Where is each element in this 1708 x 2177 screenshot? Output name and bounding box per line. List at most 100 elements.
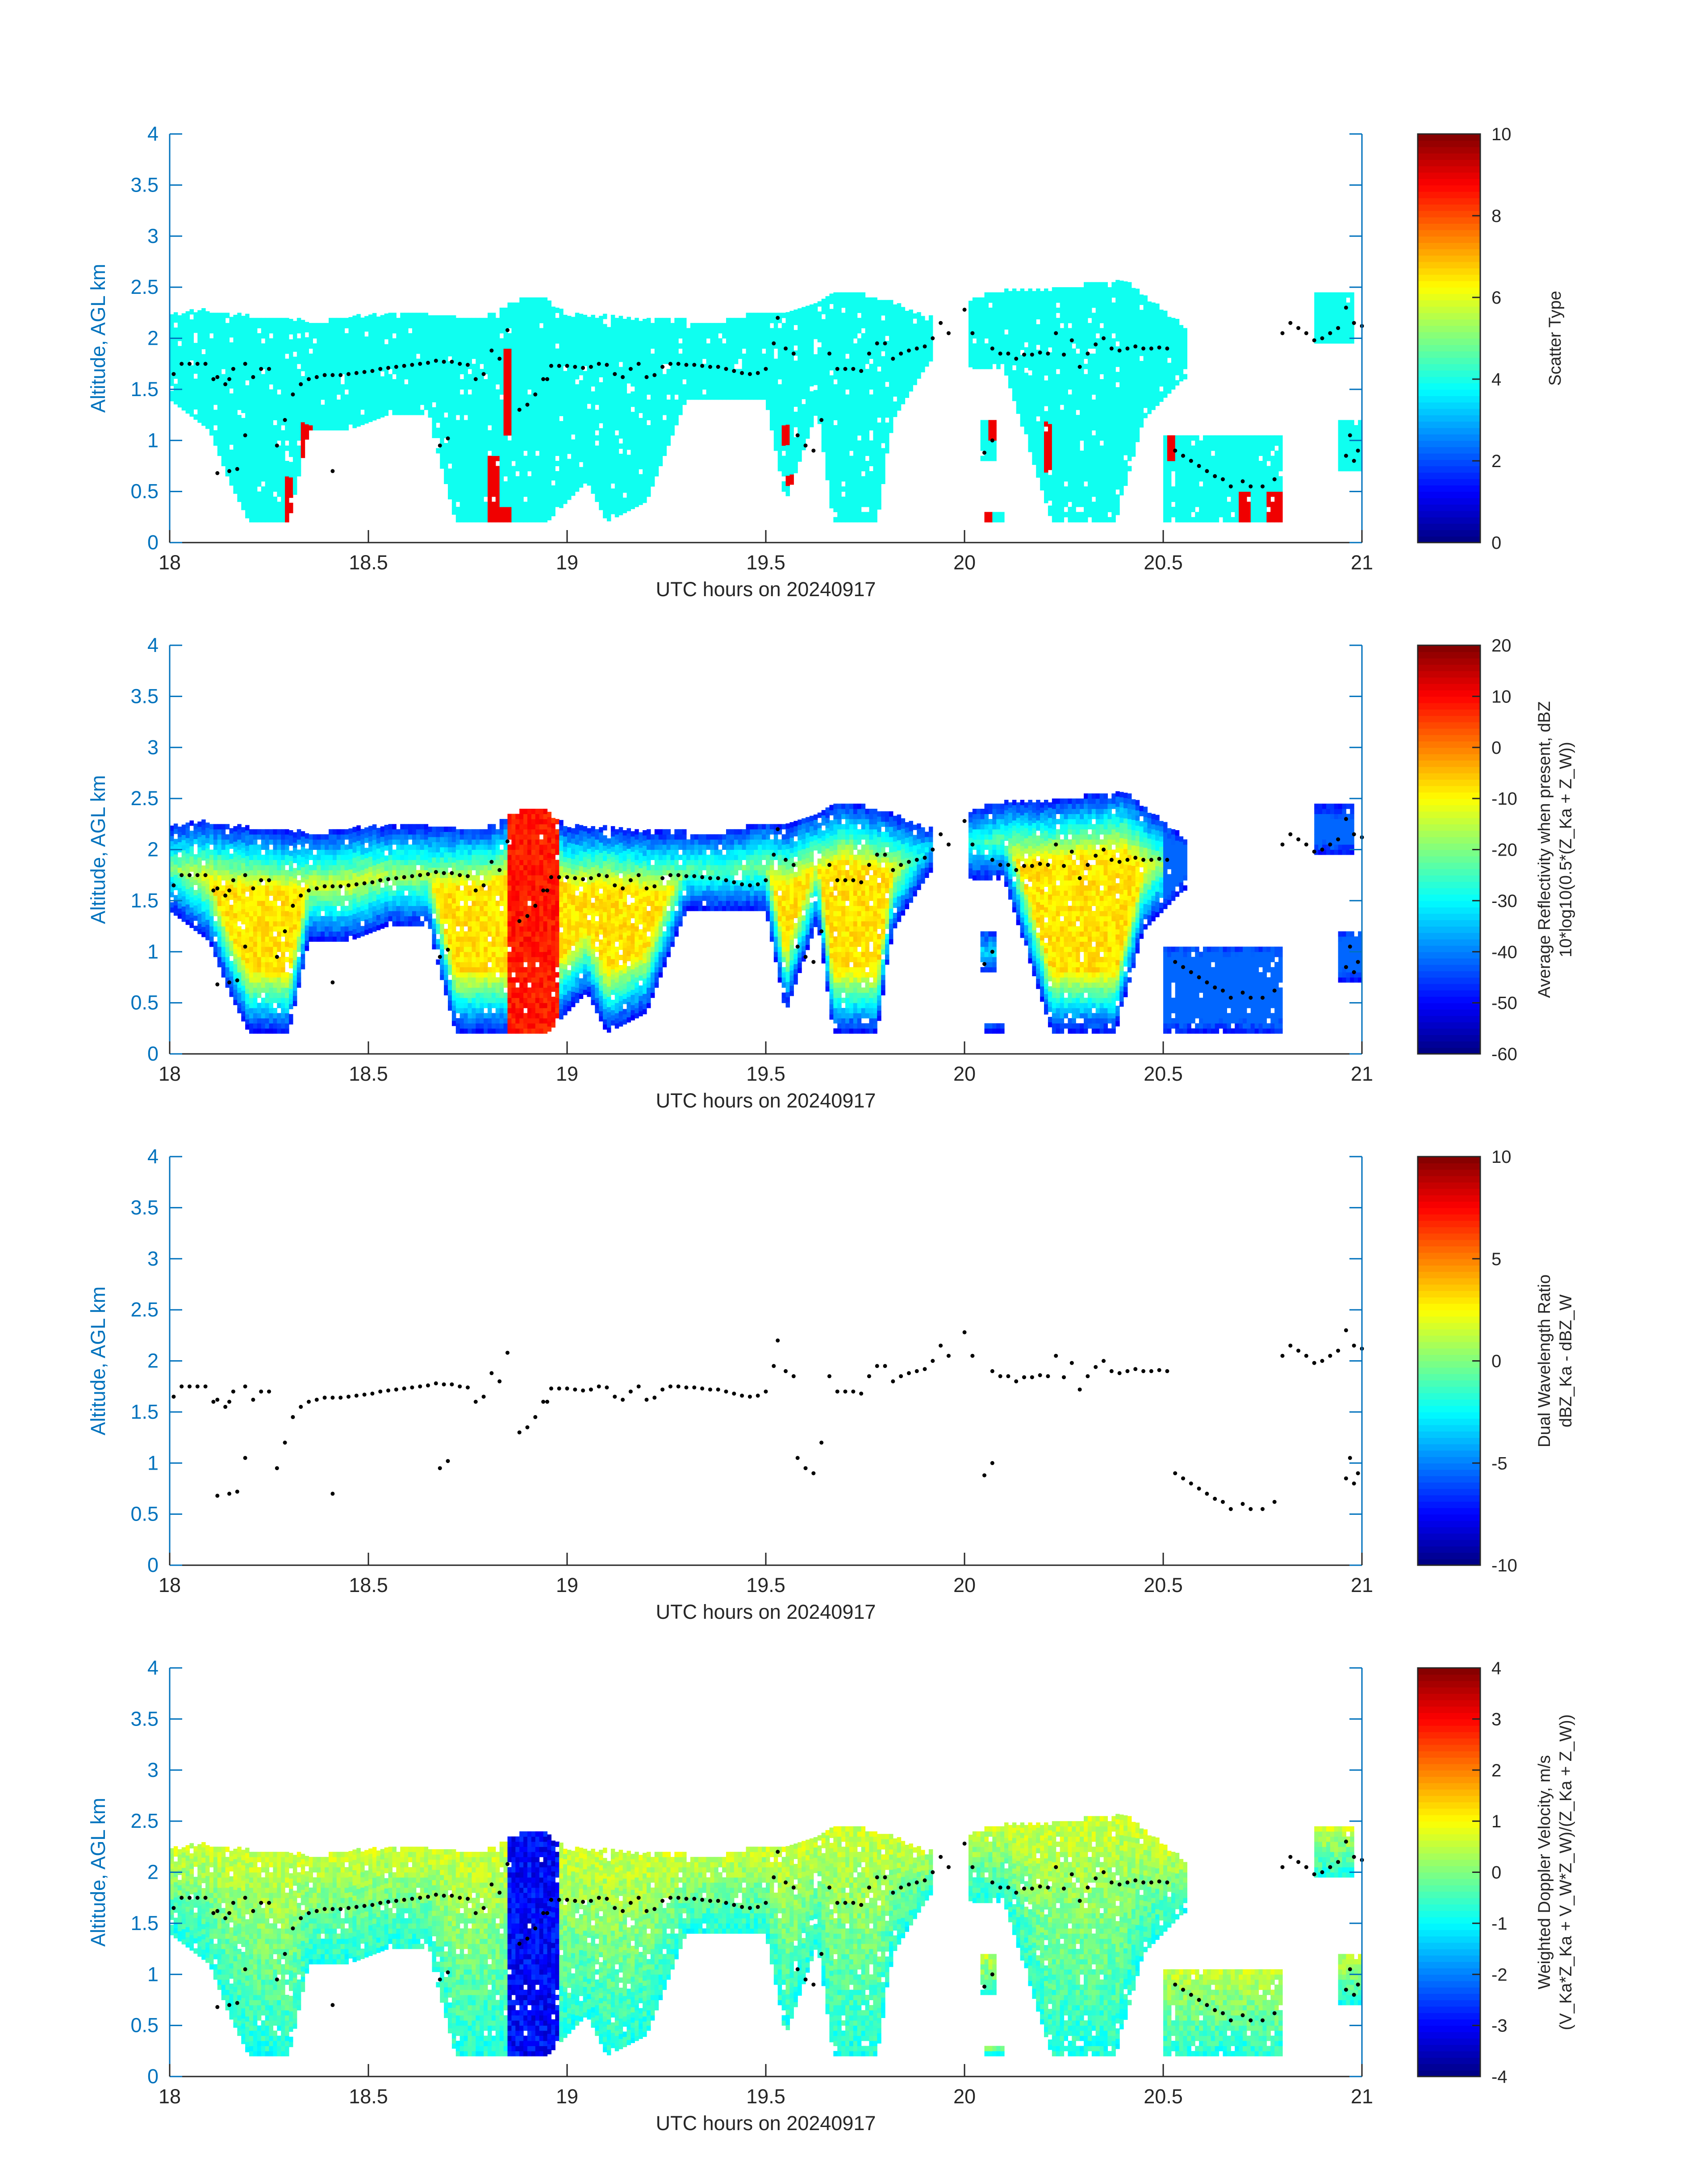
- field-cell: [209, 313, 214, 318]
- field-cell: [622, 355, 627, 360]
- field-cell: [622, 329, 627, 334]
- field-cell: [420, 313, 425, 318]
- field-cell: [694, 359, 699, 364]
- field-cell: [245, 375, 250, 380]
- field-cell: [455, 359, 460, 364]
- field-cell: [599, 454, 603, 459]
- field-cell: [631, 437, 635, 443]
- field-cell: [543, 425, 548, 430]
- field-cell: [662, 420, 667, 426]
- field-cell: [626, 342, 631, 348]
- field-cell: [249, 409, 254, 415]
- field-cell: [217, 394, 222, 400]
- field-cell: [674, 318, 679, 323]
- field-cell: [440, 438, 444, 443]
- field-cell: [825, 342, 830, 348]
- field-cell: [495, 491, 500, 497]
- field-cell: [384, 405, 389, 411]
- field-cell: [742, 333, 747, 339]
- field-cell: [670, 328, 675, 334]
- field-cell: [845, 486, 850, 492]
- field-cell: [205, 398, 210, 404]
- field-cell: [746, 318, 750, 323]
- field-cell: [857, 491, 862, 497]
- field-cell: [817, 337, 822, 343]
- field-cell: [285, 415, 289, 421]
- field-cell: [690, 348, 695, 354]
- field-cell: [706, 379, 710, 384]
- field-cell: [535, 384, 540, 390]
- field-cell: [571, 424, 576, 430]
- field-cell: [400, 379, 405, 384]
- field-cell: [432, 315, 436, 321]
- field-cell: [781, 405, 786, 410]
- field-cell: [821, 370, 826, 376]
- field-cell: [495, 440, 500, 446]
- field-cell: [464, 394, 468, 400]
- field-cell: [798, 364, 802, 370]
- field-cell: [539, 338, 544, 344]
- field-cell: [802, 404, 806, 409]
- field-cell: [245, 477, 250, 483]
- field-cell: [491, 389, 496, 395]
- field-cell: [567, 367, 572, 372]
- field-cell: [476, 425, 480, 430]
- field-cell: [265, 445, 270, 451]
- field-cell: [777, 451, 782, 456]
- field-cell: [217, 445, 222, 451]
- field-cell: [325, 348, 329, 354]
- field-cell: [618, 489, 623, 495]
- field-cell: [257, 343, 262, 349]
- field-cell: [317, 394, 321, 400]
- field-cell: [643, 339, 647, 345]
- field-cell: [710, 359, 714, 364]
- field-cell: [662, 445, 667, 451]
- field-cell: [459, 440, 464, 446]
- field-cell: [209, 323, 214, 329]
- field-cell: [484, 318, 488, 323]
- field-cell: [213, 338, 218, 344]
- field-cell: [491, 394, 496, 400]
- field-cell: [626, 337, 631, 343]
- field-cell: [702, 364, 707, 369]
- field-cell: [714, 384, 718, 390]
- field-cell: [507, 399, 512, 405]
- field-cell: [197, 310, 202, 316]
- field-cell: [488, 343, 492, 349]
- field-cell: [845, 338, 850, 344]
- field-cell: [325, 323, 329, 329]
- field-cell: [253, 318, 258, 323]
- field-cell: [682, 394, 687, 400]
- field-cell: [750, 353, 754, 359]
- field-cell: [444, 376, 448, 382]
- field-cell: [555, 338, 560, 344]
- field-cell: [678, 399, 683, 405]
- field-cell: [269, 481, 273, 487]
- field-cell: [686, 328, 691, 334]
- field-cell: [229, 439, 234, 445]
- field-cell: [845, 307, 850, 313]
- field-cell: [519, 389, 524, 395]
- field-cell: [563, 417, 568, 422]
- field-cell: [837, 425, 842, 430]
- field-cell: [686, 343, 691, 349]
- field-cell: [364, 326, 369, 332]
- field-cell: [722, 353, 727, 359]
- field-cell: [459, 318, 464, 323]
- field-cell: [599, 484, 603, 490]
- field-cell: [658, 318, 663, 323]
- field-cell: [464, 440, 468, 446]
- field-cell: [643, 324, 647, 330]
- field-cell: [336, 359, 341, 364]
- field-cell: [321, 338, 325, 344]
- field-cell: [849, 343, 854, 349]
- field-cell: [459, 379, 464, 384]
- field-cell: [495, 343, 500, 349]
- field-cell: [519, 415, 524, 421]
- field-cell: [690, 323, 695, 329]
- field-cell: [277, 491, 281, 497]
- field-cell: [849, 506, 854, 512]
- field-cell: [253, 501, 258, 507]
- field-cell: [269, 405, 273, 410]
- field-cell: [352, 336, 357, 342]
